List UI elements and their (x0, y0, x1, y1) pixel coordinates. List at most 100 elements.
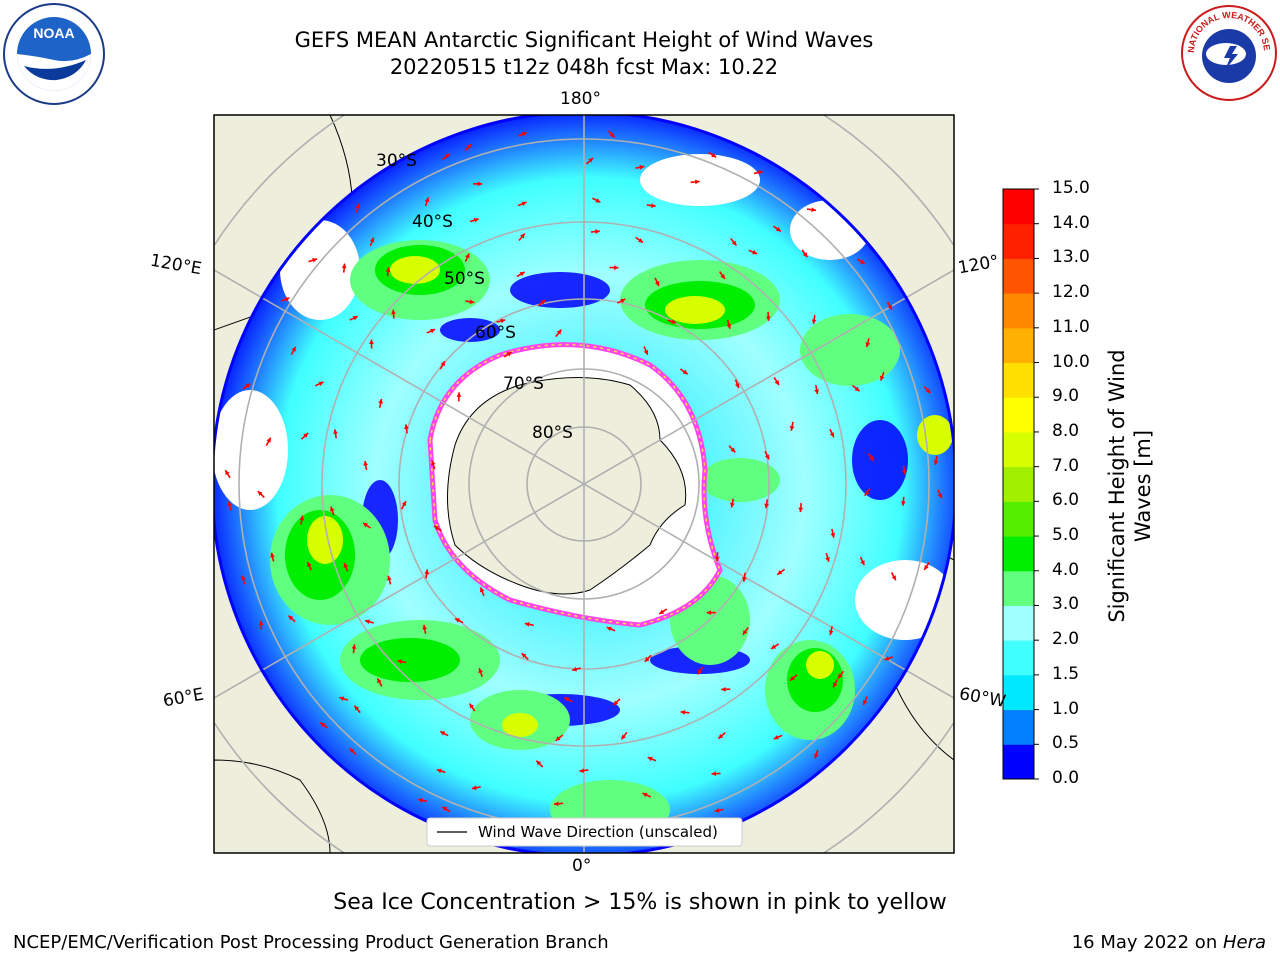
wave-arrow-head (257, 491, 263, 497)
wave-arrow-head (540, 299, 546, 305)
colorbar-segment (1003, 640, 1034, 676)
wave-arrow-head (330, 506, 335, 512)
chart-subtitle: 20220515 t12z 048h fcst Max: 10.22 (389, 55, 779, 79)
map-frame (213, 114, 955, 854)
wave-arrow-head (299, 515, 305, 521)
wave-arrow-head (829, 432, 835, 438)
colorbar-tick-label: 11.0 (1052, 316, 1090, 337)
wave-arrow-head (258, 620, 264, 626)
colorbar-tick-label: 0.0 (1052, 768, 1080, 788)
wave-arrow-head (556, 329, 562, 335)
wave-arrow-head (706, 610, 712, 616)
wave-arrow-head (879, 375, 885, 381)
wave-arrow-head (595, 229, 600, 234)
wave-arrow-head (369, 237, 375, 243)
wave-arrow-head (284, 297, 290, 302)
wave-arrow-head (647, 756, 653, 762)
wave-arrow-head (312, 257, 318, 263)
wave-arrow-head (609, 132, 615, 138)
wave-arrow-head (798, 507, 804, 513)
colorbar-title: Significant Height of Wind Waves [m] (1105, 349, 1155, 623)
wave-arrow-head (307, 562, 312, 568)
wave-arrow-head (478, 668, 483, 674)
wave-arrow-head (613, 700, 619, 706)
wave-arrow-head (469, 703, 475, 709)
wave-arrow-head (860, 560, 865, 566)
wave-arrow-head (859, 259, 865, 264)
wave-arrow-head (828, 630, 834, 636)
wave-arrow-head (811, 207, 816, 213)
wave-arrow-head (442, 806, 448, 812)
lat-label-50s: 50°S (444, 269, 485, 289)
wave-arrow-head (564, 697, 570, 702)
wave-arrow-head (891, 575, 896, 581)
svg-text:NOAA: NOAA (33, 25, 74, 41)
wave-arrow-head (477, 181, 483, 187)
wave-arrow-head (771, 644, 777, 649)
colorbar-tick-label: 0.5 (1052, 733, 1080, 754)
lat-label-70s: 70°S (503, 374, 544, 394)
wave-arrow-head (444, 154, 450, 159)
wave-arrow-head (341, 263, 347, 269)
wave-arrow-head (351, 644, 357, 649)
wind-wave-arrows (224, 130, 943, 839)
colorbar-segment (1003, 466, 1034, 502)
colorbar-tick-label: 3.0 (1052, 594, 1080, 615)
wave-arrow-head (721, 686, 726, 692)
wave-arrow-head (245, 383, 251, 389)
wave-arrow-head (730, 447, 736, 453)
colorbar-segment (1003, 258, 1034, 294)
wave-arrow-head (579, 768, 585, 773)
wave-arrow-head (521, 653, 527, 658)
wave-arrow-head (734, 383, 740, 389)
wave-arrow-head (424, 197, 430, 203)
wave-arrow-head (680, 710, 686, 715)
colorbar-tick-label: 15.0 (1052, 178, 1090, 198)
wave-arrow-head (422, 624, 428, 630)
wave-arrow-head (430, 328, 436, 334)
wave-arrow-head (500, 318, 506, 324)
colorbar-segment (1003, 570, 1034, 606)
wave-arrow-head (440, 361, 445, 367)
wave-arrow-head (266, 437, 271, 443)
wave-arrow-head (614, 265, 619, 270)
wave-arrow-head (838, 673, 843, 679)
wave-arrow-head (711, 152, 717, 158)
wave-arrow-head (765, 316, 771, 321)
wave-arrow-head (520, 233, 525, 239)
wave-arrow-head (466, 144, 472, 150)
wave-arrow-head (288, 615, 294, 621)
wave-arrow-head (424, 569, 430, 575)
colorbar-tick-label: 14.0 (1052, 212, 1090, 233)
wave-arrow-head (369, 339, 374, 344)
wave-arrow-head (659, 609, 665, 614)
footer-host: Hera (1222, 932, 1266, 953)
sea-ice-edge-yellow (429, 343, 721, 626)
wave-arrow-head (241, 575, 246, 581)
footer-credit: NCEP/EMC/Verification Post Processing Pr… (13, 932, 609, 953)
footer-date-text: 16 May 2022 on (1071, 932, 1223, 953)
wave-arrow-head (355, 203, 361, 209)
lat-label-30s: 30°S (376, 151, 417, 171)
wave-arrow-head (521, 132, 527, 137)
wave-arrow-head (864, 490, 870, 496)
wave-arrow-head (775, 226, 781, 232)
wave-arrow-head (937, 493, 943, 499)
wave-arrow-head (742, 629, 748, 635)
colorbar-tick-label: 7.0 (1052, 455, 1080, 476)
wave-arrow-head (825, 556, 830, 562)
wave-arrow-head (764, 503, 769, 509)
wave-arrow-head (695, 179, 700, 185)
wave-arrow-head (519, 271, 525, 277)
wave-arrow-head (436, 768, 442, 774)
wave-arrow-head (643, 349, 649, 355)
wave-arrow-head (933, 460, 939, 465)
wave-arrow-head (711, 771, 717, 777)
legend-label: Wind Wave Direction (unscaled) (478, 823, 718, 841)
colorbar-tick-label: 2.0 (1052, 629, 1080, 650)
wave-arrow-head (789, 675, 795, 681)
wave-arrow-head (869, 455, 874, 461)
wave-arrow-head (318, 381, 324, 386)
wave-arrow-head (773, 735, 779, 740)
wave-arrow-head (854, 386, 860, 392)
